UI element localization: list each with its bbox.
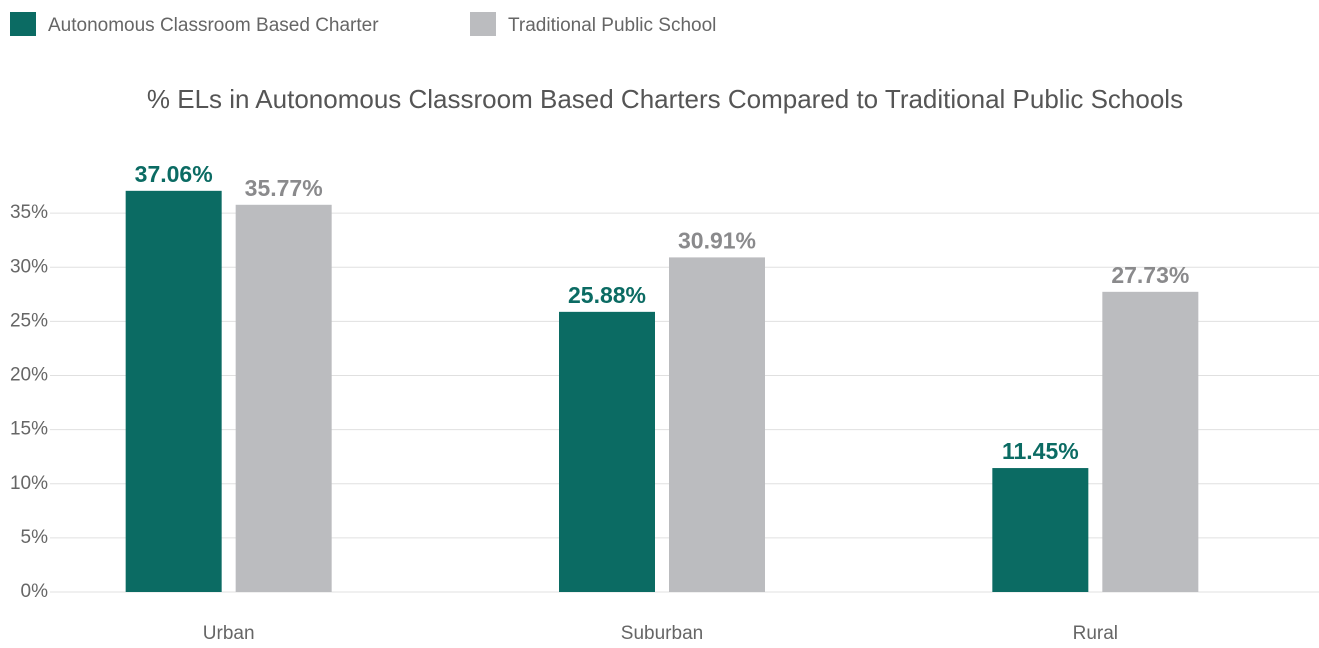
value-label: 30.91% [678,227,756,253]
bar [559,311,655,592]
value-label: 27.73% [1111,262,1189,288]
y-tick-label: 5% [21,527,49,548]
x-tick-label: Suburban [621,623,703,644]
legend-label: Autonomous Classroom Based Charter [48,15,379,36]
bar [669,257,765,592]
y-tick-label: 10% [10,473,48,494]
y-tick-label: 35% [10,202,48,223]
legend-label: Traditional Public School [508,15,716,36]
value-label: 37.06% [135,161,213,187]
x-tick-label: Rural [1073,623,1118,644]
y-tick-label: 0% [21,581,49,602]
y-tick-label: 15% [10,419,48,440]
y-tick-label: 20% [10,365,48,386]
y-tick-label: 30% [10,256,48,277]
value-label: 11.45% [1002,438,1079,464]
bar [235,204,332,593]
chart-title: % ELs in Autonomous Classroom Based Char… [147,84,1183,114]
value-label: 25.88% [568,282,646,308]
bar [1102,291,1199,592]
bar [125,190,222,592]
y-tick-label: 25% [10,310,48,331]
legend-swatch [470,12,496,36]
value-label: 35.77% [245,175,323,201]
legend-swatch [10,12,36,36]
bar [992,468,1089,592]
x-tick-label: Urban [203,623,255,644]
